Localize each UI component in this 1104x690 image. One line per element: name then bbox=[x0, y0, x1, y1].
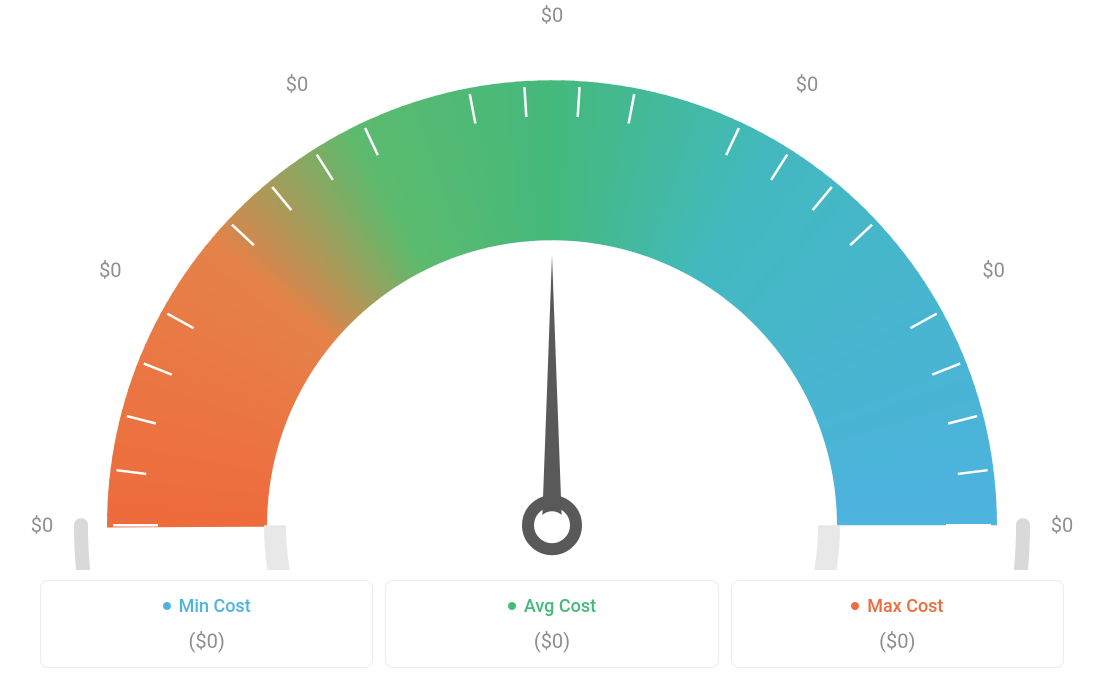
legend-dot-avg bbox=[508, 602, 516, 610]
scale-label: $0 bbox=[31, 513, 53, 537]
legend-value-min: ($0) bbox=[51, 629, 362, 653]
legend-value-avg: ($0) bbox=[396, 629, 707, 653]
legend-label-avg: Avg Cost bbox=[524, 596, 596, 617]
legend-value-max: ($0) bbox=[742, 629, 1053, 653]
scale-label: $0 bbox=[1051, 513, 1073, 537]
scale-label: $0 bbox=[99, 258, 121, 282]
scale-label: $0 bbox=[541, 3, 563, 27]
legend-row: Min Cost ($0) Avg Cost ($0) Max Cost ($0… bbox=[40, 580, 1064, 668]
legend-label-min: Min Cost bbox=[179, 596, 251, 617]
legend-card-max: Max Cost ($0) bbox=[731, 580, 1064, 668]
scale-label: $0 bbox=[796, 72, 818, 96]
scale-labels-container: $0$0$0$0$0$0$0 bbox=[10, 10, 1094, 570]
gauge-chart: $0$0$0$0$0$0$0 bbox=[10, 10, 1094, 570]
legend-label-max: Max Cost bbox=[867, 596, 943, 617]
scale-label: $0 bbox=[286, 72, 308, 96]
legend-dot-min bbox=[163, 602, 171, 610]
legend-dot-max bbox=[851, 602, 859, 610]
legend-card-min: Min Cost ($0) bbox=[40, 580, 373, 668]
legend-card-avg: Avg Cost ($0) bbox=[385, 580, 718, 668]
scale-label: $0 bbox=[982, 258, 1004, 282]
